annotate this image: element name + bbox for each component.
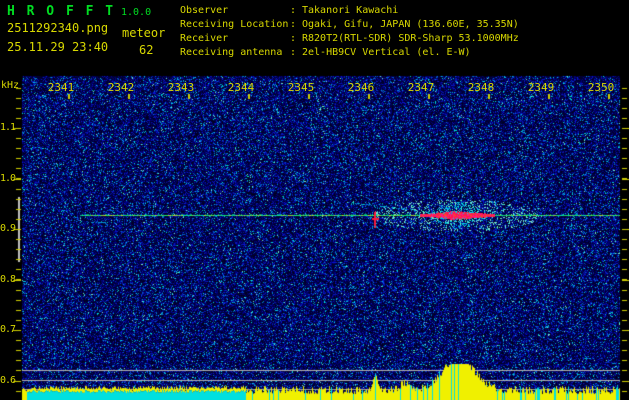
info-label: Receiver <box>180 33 229 44</box>
station-info: Observer: Takanori Kawachi Receiving Locat… <box>180 4 519 60</box>
time-tick-label: 2348 <box>467 81 495 94</box>
time-tick-label: 2350 <box>587 81 615 94</box>
station-info-row: Receiver: R820T2(RTL-SDR) SDR-Sharp 53.10… <box>180 32 519 46</box>
info-value: Ogaki, Gifu, JAPAN (136.60E, 35.35N) <box>302 19 519 30</box>
echo-count: 62 <box>139 43 154 57</box>
info-colon: : <box>290 19 297 30</box>
time-tick-label: 2345 <box>287 81 315 94</box>
time-tick-label: 2349 <box>527 81 555 94</box>
mode-label: meteor <box>122 26 166 40</box>
app-version: 1.0.0 <box>121 7 152 18</box>
info-colon: : <box>290 33 297 44</box>
freq-tick-label: 0.8 <box>0 274 16 285</box>
info-value: 2el-HB9CV Vertical (el. E-W) <box>302 47 471 58</box>
datetime-label: 25.11.29 23:40 <box>7 40 109 54</box>
time-tick-label: 2346 <box>347 81 375 94</box>
station-info-row: Receiving antenna:2el-HB9CV Vertical (el… <box>180 46 519 60</box>
output-filename: 2511292340.png <box>7 21 109 35</box>
info-value: Takanori Kawachi <box>302 5 399 16</box>
station-info-row: Receiving Location: Ogaki, Gifu, JAPAN (1… <box>180 18 519 32</box>
freq-tick-label: 1.0 <box>0 173 16 184</box>
time-tick-label: 2344 <box>227 81 255 94</box>
freq-unit-label: kHz <box>1 80 20 91</box>
info-colon: : <box>290 47 297 58</box>
info-label: Observer <box>180 5 229 16</box>
freq-tick-label: 0.7 <box>0 324 16 335</box>
freq-tick-label: 1.1 <box>0 122 16 133</box>
info-colon: : <box>290 5 297 16</box>
freq-tick-label: 0.6 <box>0 375 16 386</box>
freq-tick-label: 0.9 <box>0 223 16 234</box>
time-tick-label: 2342 <box>107 81 135 94</box>
time-tick-label: 2347 <box>407 81 435 94</box>
time-tick-label: 2341 <box>47 81 75 94</box>
app-title: H R O F F T <box>7 4 116 19</box>
time-tick-label: 2343 <box>167 81 195 94</box>
info-label: Receiving Location <box>180 19 289 30</box>
info-label: Receiving antenna <box>180 47 283 58</box>
station-info-row: Observer: Takanori Kawachi <box>180 4 519 18</box>
info-value: R820T2(RTL-SDR) SDR-Sharp 53.1000MHz <box>302 33 519 44</box>
